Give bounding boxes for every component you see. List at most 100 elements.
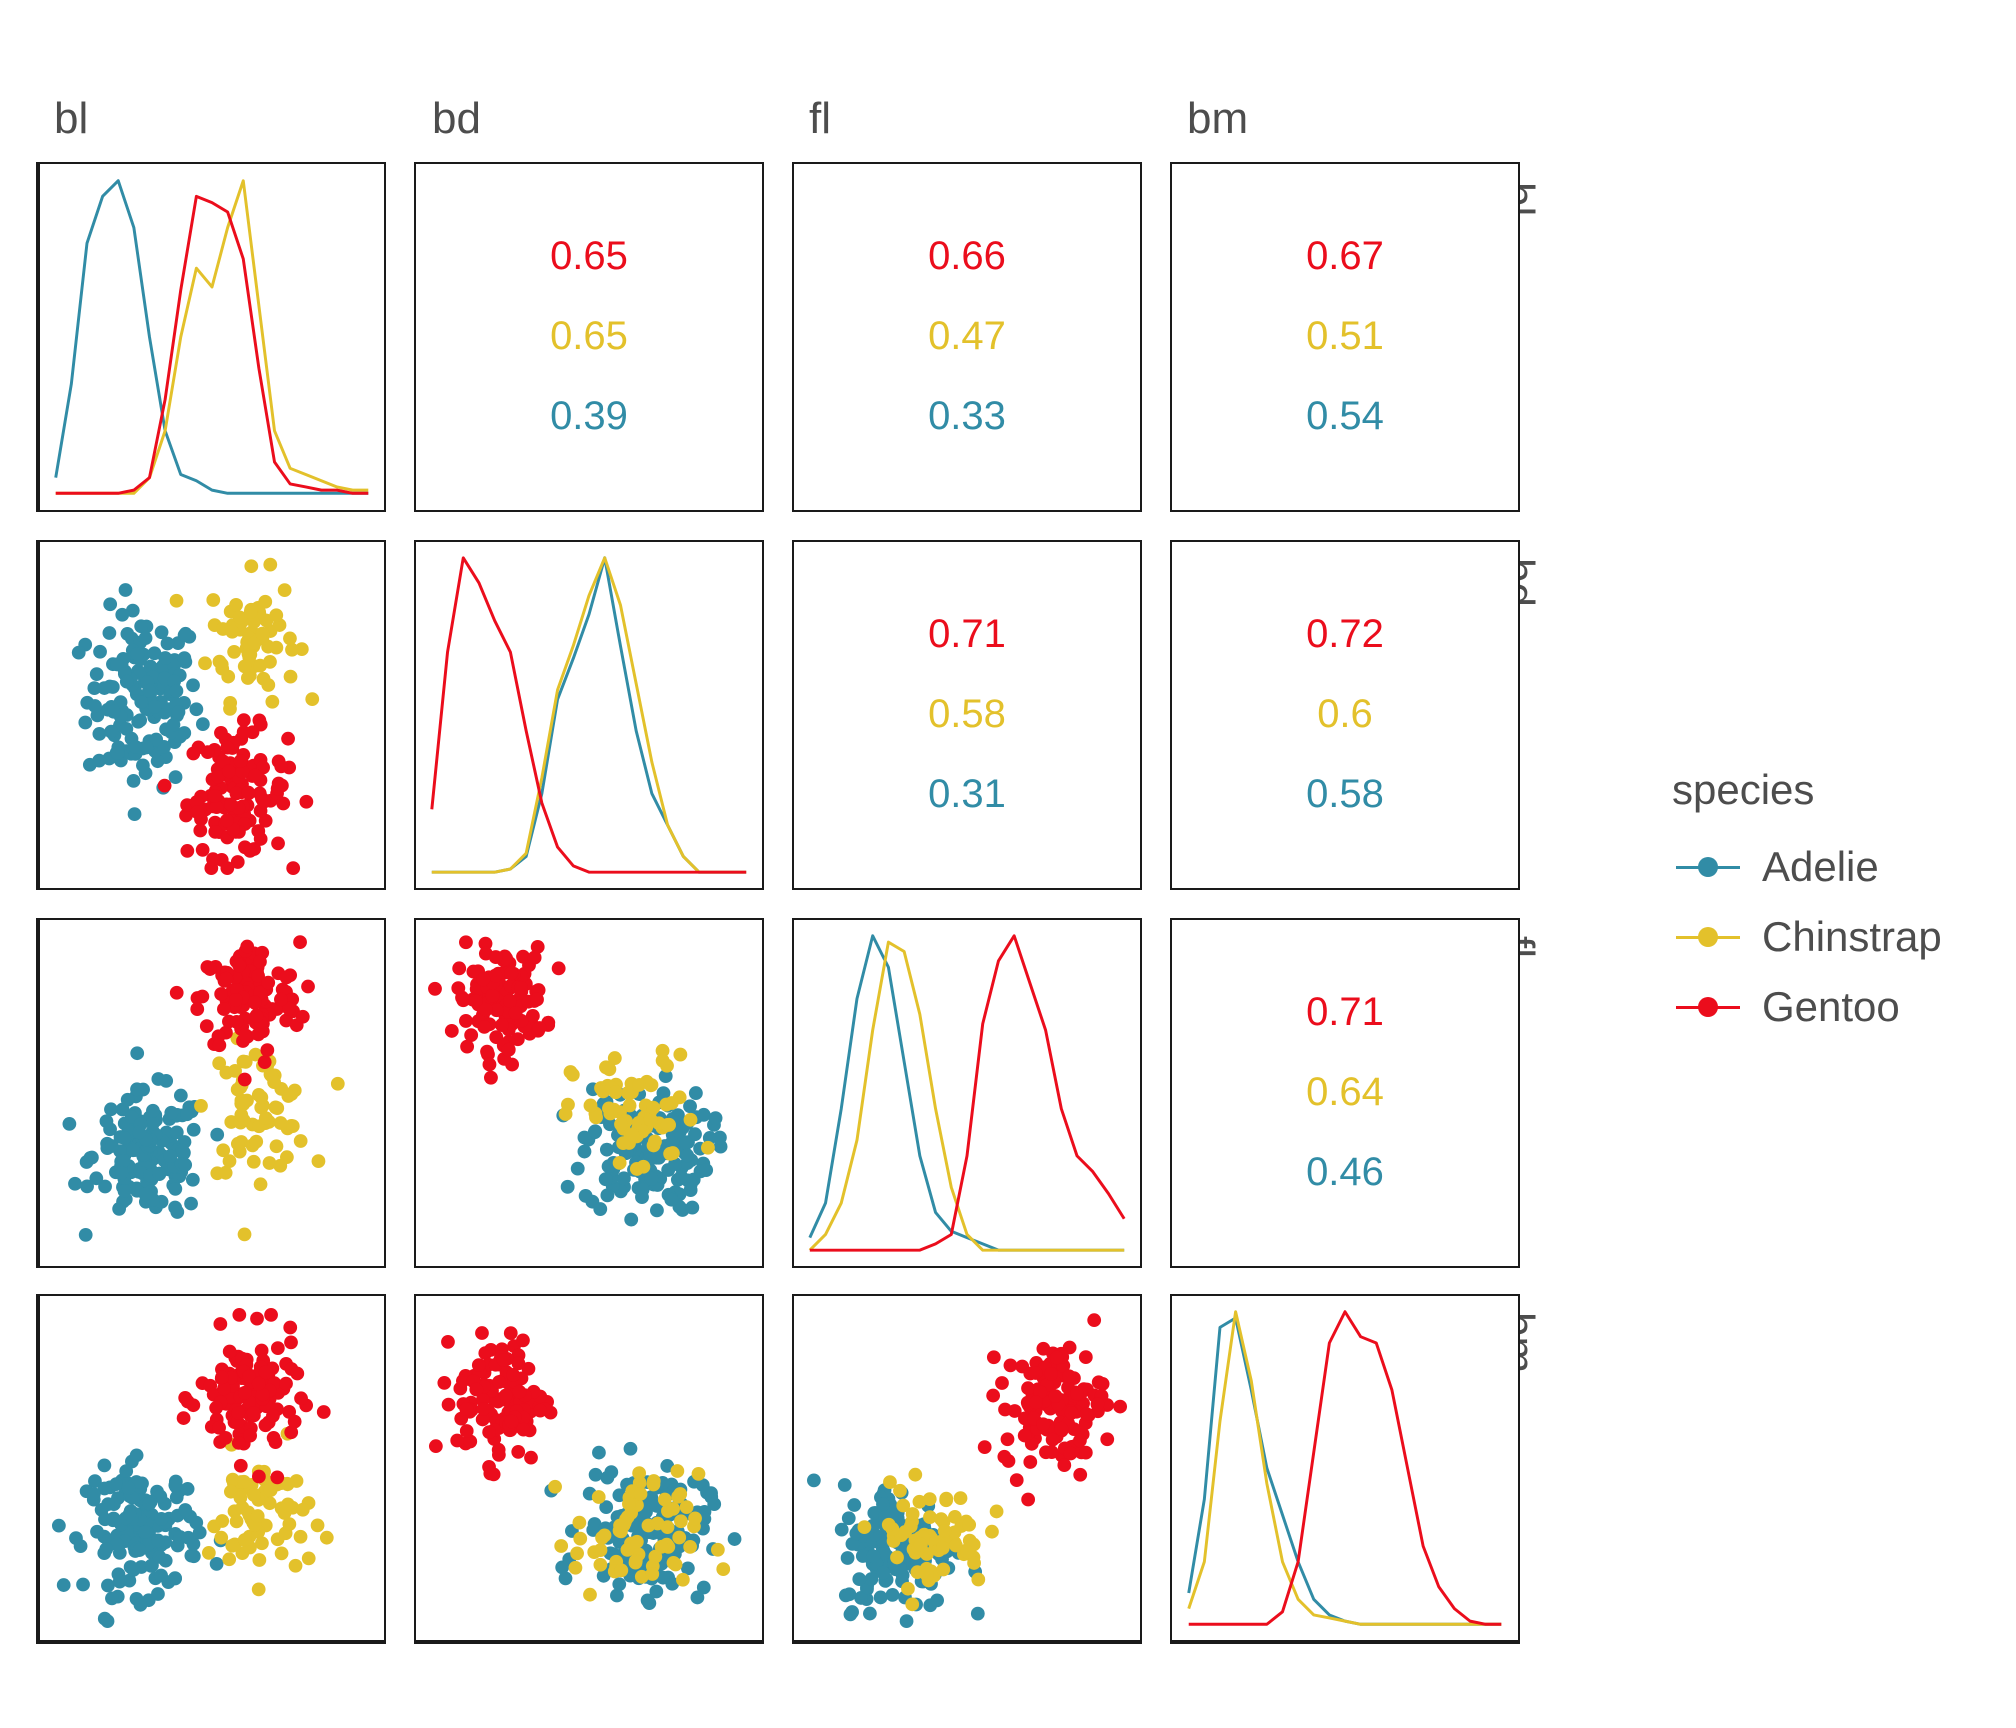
scatter-point-adelie <box>690 1590 705 1605</box>
scatter-point-adelie <box>101 1497 115 1512</box>
scatter-point-adelie <box>103 597 118 612</box>
scatter-point-chinstrap <box>283 669 298 684</box>
scatter-point-adelie <box>126 773 141 788</box>
scatter-point-chinstrap <box>282 1517 297 1532</box>
correlation-chinstrap: 0.47 <box>928 314 1006 358</box>
scatter-point-chinstrap <box>679 1500 694 1514</box>
scatter-point-gentoo <box>514 980 529 995</box>
scatter-point-gentoo <box>283 1320 298 1335</box>
scatter-point-gentoo <box>247 995 262 1010</box>
scatter-point-chinstrap <box>252 1553 267 1567</box>
scatter-point-chinstrap <box>632 1466 647 1480</box>
scatter-point-gentoo <box>220 861 235 876</box>
scatter-point-adelie <box>616 1171 631 1186</box>
scatter-point-adelie <box>186 678 200 693</box>
scatter-point-adelie <box>688 1086 703 1101</box>
density-line-gentoo <box>1188 1310 1502 1626</box>
scatter-point-gentoo <box>441 1397 456 1412</box>
scatter-point-chinstrap <box>607 1051 622 1066</box>
scatter-point-adelie <box>854 1591 868 1605</box>
panel-bm-bd <box>414 1294 764 1644</box>
scatter-point-chinstrap <box>201 1546 216 1560</box>
scatter-point-adelie <box>110 657 124 672</box>
scatter-point-adelie <box>132 1125 147 1140</box>
scatter-point-gentoo <box>512 1384 527 1399</box>
scatter-point-gentoo <box>261 975 276 990</box>
scatter-point-chinstrap <box>223 702 237 716</box>
scatter-point-adelie <box>845 1536 860 1551</box>
scatter-point-chinstrap <box>251 1582 266 1597</box>
scatter-point-chinstrap <box>675 1572 690 1587</box>
scatter-point-gentoo <box>444 1023 459 1038</box>
density-line-chinstrap <box>431 556 747 874</box>
scatter-point-adelie <box>599 1142 614 1157</box>
scatter-point-adelie <box>129 1448 144 1463</box>
scatter-point-chinstrap <box>648 1134 662 1149</box>
scatter-point-gentoo <box>1087 1313 1102 1328</box>
scatter-point-chinstrap <box>293 1529 308 1544</box>
scatter-point-adelie <box>89 1171 104 1186</box>
scatter-point-chinstrap <box>593 1543 608 1558</box>
correlation-chinstrap: 0.58 <box>928 692 1006 736</box>
scatter-point-gentoo <box>1054 1421 1069 1436</box>
scatter-point-chinstrap <box>905 1507 920 1521</box>
scatter-point-adelie <box>178 1157 193 1172</box>
scatter-point-gentoo <box>516 949 530 964</box>
scatter-point-chinstrap <box>654 1539 669 1554</box>
scatter-point-adelie <box>104 724 119 739</box>
scatter-point-gentoo <box>1057 1458 1072 1473</box>
scatter-point-gentoo <box>233 754 248 768</box>
scatter-point-adelie <box>209 1557 224 1571</box>
scatter-point-gentoo <box>200 745 215 760</box>
scatter-point-adelie <box>177 651 192 665</box>
scatter-point-adelie <box>806 1473 821 1488</box>
scatter-point-gentoo <box>1003 1358 1018 1373</box>
correlation-gentoo: 0.67 <box>1306 234 1384 278</box>
scatter-point-gentoo <box>1048 1389 1063 1404</box>
scatter-point-chinstrap <box>194 1098 208 1113</box>
scatter-point-gentoo <box>501 1042 516 1057</box>
density-line-adelie <box>431 556 747 874</box>
scatter-point-adelie <box>899 1614 914 1629</box>
scatter-point-adelie <box>159 1074 174 1088</box>
scatter-point-chinstrap <box>913 1537 928 1552</box>
scatter-point-chinstrap <box>633 1487 648 1501</box>
scatter-point-chinstrap <box>319 1530 334 1545</box>
legend-key-icon <box>1672 987 1744 1027</box>
scatter-point-adelie <box>588 1467 603 1482</box>
scatter-point-gentoo <box>437 1376 452 1390</box>
scatter-point-chinstrap <box>261 678 276 692</box>
scatter-point-chinstrap <box>663 1146 678 1161</box>
density-line-adelie <box>54 179 369 495</box>
panel-fl-bl <box>36 918 386 1268</box>
scatter-point-chinstrap <box>237 659 252 674</box>
scatter-point-gentoo <box>511 1356 526 1371</box>
scatter-point-chinstrap <box>249 1134 264 1149</box>
scatter-point-chinstrap <box>281 1089 296 1103</box>
scatter-point-adelie <box>170 1205 185 1219</box>
scatter-point-gentoo <box>530 992 544 1007</box>
scatter-point-gentoo <box>186 1398 201 1413</box>
scatter-point-adelie <box>864 1572 879 1586</box>
scatter-point-gentoo <box>503 1326 518 1341</box>
scatter-point-gentoo <box>464 1028 479 1043</box>
scatter-point-gentoo <box>218 1430 233 1445</box>
scatter-point-adelie <box>120 627 135 641</box>
scatter-point-gentoo <box>249 1009 264 1023</box>
scatter-point-chinstrap <box>620 1542 635 1557</box>
correlation-adelie: 0.39 <box>550 394 628 438</box>
scatter-point-adelie <box>78 715 93 730</box>
scatter-point-chinstrap <box>310 1518 325 1533</box>
scatter-point-gentoo <box>213 1317 228 1331</box>
scatter-point-adelie <box>130 1046 145 1061</box>
correlation-adelie: 0.58 <box>1306 772 1384 816</box>
scatter-point-chinstrap <box>237 1227 252 1242</box>
scatter-point-gentoo <box>504 966 519 981</box>
panel-plot <box>428 1326 742 1611</box>
scatter-point-chinstrap <box>270 1532 285 1547</box>
scatter-point-chinstrap <box>659 1097 674 1112</box>
scatter-point-adelie <box>110 746 125 760</box>
scatter-point-adelie <box>158 651 173 665</box>
scatter-point-gentoo <box>480 1044 494 1059</box>
scatter-point-adelie <box>104 1102 118 1117</box>
